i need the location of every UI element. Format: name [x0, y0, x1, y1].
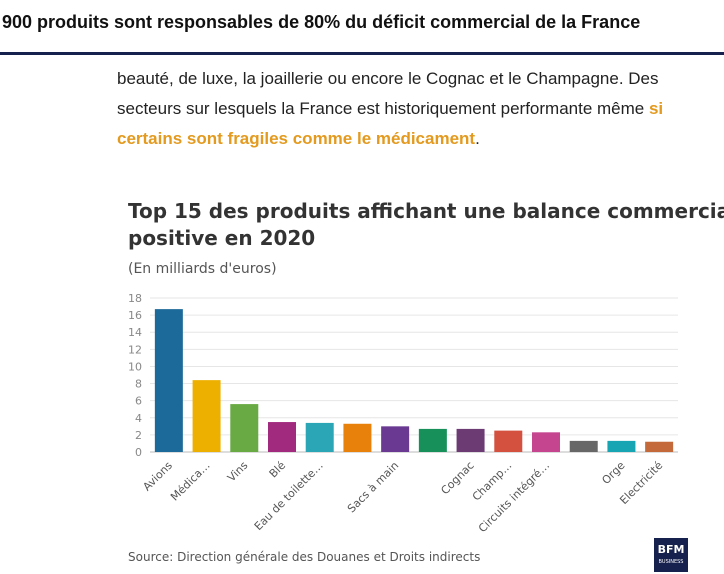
y-tick-label: 6: [135, 395, 142, 408]
y-tick-label: 18: [128, 292, 142, 305]
x-tick-label: Avions: [140, 459, 175, 494]
link[interactable]: certains sont fragiles comme le médicame…: [117, 129, 476, 148]
y-tick-label: 2: [135, 429, 142, 442]
bar: [494, 430, 523, 452]
bar: [305, 422, 334, 452]
x-tick-label: Circuits intégré…: [476, 459, 552, 535]
bar: [607, 440, 636, 452]
text: .: [475, 129, 480, 148]
chart-source: Source: Direction générale des Douanes e…: [128, 550, 480, 564]
y-tick-label: 8: [135, 378, 142, 391]
chart-subtitle: (En milliards d'euros): [128, 261, 277, 277]
paragraph-line: secteurs sur lesquels la France est hist…: [117, 99, 663, 119]
x-tick-label: Sacs à main: [345, 459, 401, 515]
bar: [154, 309, 183, 452]
y-tick-label: 14: [128, 326, 142, 339]
bar: [192, 380, 221, 452]
paragraph-line: certains sont fragiles comme le médicame…: [117, 129, 480, 149]
y-tick-label: 4: [135, 412, 142, 425]
bar: [569, 440, 598, 452]
logo: [654, 538, 688, 572]
link[interactable]: si: [648, 99, 664, 118]
bar: [268, 422, 296, 452]
y-tick-label: 12: [128, 343, 142, 356]
x-tick-label: Eau de toilette…: [252, 459, 326, 533]
x-tick-label: Cognac: [438, 459, 476, 497]
bar: [532, 432, 560, 452]
bar: [418, 428, 447, 452]
logo-text: BFM: [658, 543, 685, 556]
y-tick-label: 16: [128, 309, 142, 322]
header-bar: 900 produits sont responsables de 80% du…: [0, 0, 724, 55]
bar: [230, 404, 259, 452]
text: secteurs sur lesquels la France est hist…: [117, 99, 645, 118]
x-tick-label: Vins: [225, 459, 251, 485]
header-title: 900 produits sont responsables de 80% du…: [2, 12, 641, 32]
x-tick-label: Médica…: [168, 459, 213, 504]
chart-title: Top 15 des produits affichant une balanc…: [128, 199, 724, 223]
paragraph-line: beauté, de luxe, la joaillerie ou encore…: [117, 69, 659, 88]
bar: [645, 441, 674, 452]
bar: [343, 423, 372, 452]
bar: [381, 426, 410, 452]
x-tick-label: Orge: [599, 459, 627, 487]
chart-title: positive en 2020: [128, 226, 315, 250]
bar: [456, 428, 485, 452]
y-tick-label: 10: [128, 360, 142, 373]
y-tick-label: 0: [135, 446, 142, 459]
logo-subtext: BUSINESS: [659, 559, 684, 565]
x-tick-label: Blé: [267, 459, 289, 481]
